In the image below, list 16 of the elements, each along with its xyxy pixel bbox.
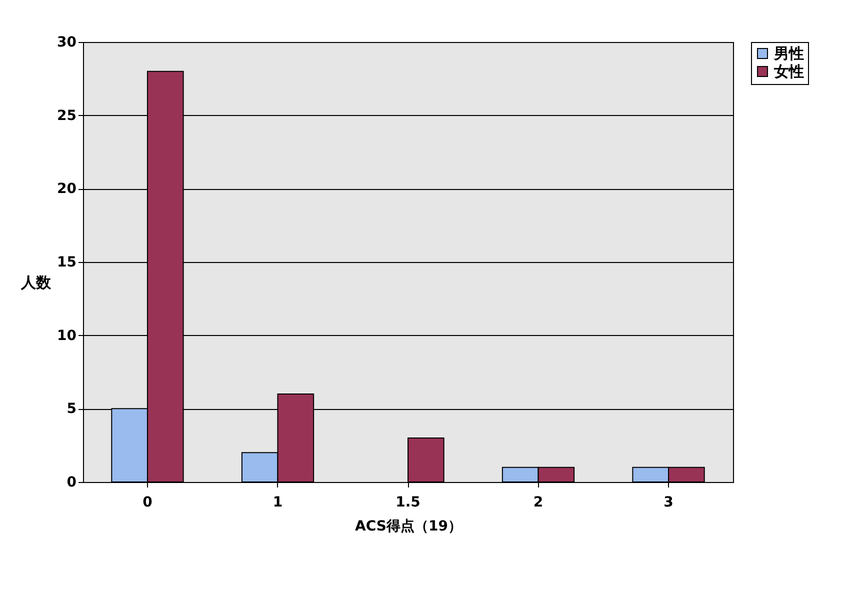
y-axis-title: 人数 xyxy=(20,274,52,292)
y-tick-label: 30 xyxy=(57,34,77,50)
x-tick-label: 0 xyxy=(142,494,153,510)
legend-label: 男性 xyxy=(773,44,804,62)
x-tick-label: 1.5 xyxy=(396,494,420,510)
y-tick-label: 20 xyxy=(57,181,77,198)
x-axis-title: ACS得点（19） xyxy=(355,518,462,534)
y-tick-label: 0 xyxy=(66,474,77,490)
x-tick-label: 1 xyxy=(272,494,283,510)
x-tick-label: 3 xyxy=(664,494,674,510)
x-tick-label: 2 xyxy=(533,494,544,510)
y-tick-label: 10 xyxy=(57,328,77,344)
y-tick-label: 5 xyxy=(66,401,76,418)
y-tick-label: 25 xyxy=(57,108,76,124)
y-tick-label: 15 xyxy=(57,254,76,270)
legend-label: 女性 xyxy=(773,62,804,80)
